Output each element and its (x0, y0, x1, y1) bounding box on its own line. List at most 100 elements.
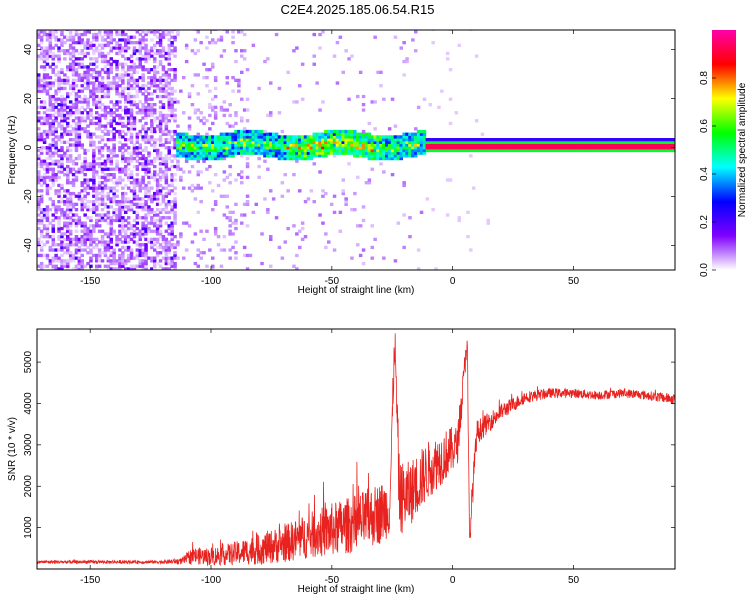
spectrogram-cell (48, 81, 53, 85)
spectrogram-cell (208, 135, 212, 139)
spectrogram-cell (576, 140, 580, 144)
spectrogram-cell (344, 140, 348, 144)
spectrogram-cell (530, 146, 534, 150)
spectrogram-cell (164, 210, 169, 214)
spectrogram-cell (561, 146, 566, 150)
spectrogram-cell (193, 151, 198, 155)
spectrogram-cell (170, 205, 174, 209)
spectrogram-cell (292, 138, 296, 142)
spectrogram-cell (63, 108, 67, 112)
spectrogram-cell (353, 135, 357, 139)
spectrogram-cell (506, 140, 511, 144)
spectrogram-cell (382, 138, 386, 142)
spectrogram-cell (124, 32, 128, 37)
spectrogram-cell (45, 146, 50, 150)
spectrogram-cell (295, 156, 299, 161)
spectrogram-cell (295, 267, 299, 270)
spectrogram-cell (39, 30, 44, 34)
spectrogram-cell (89, 138, 93, 142)
spectrogram-cell (89, 224, 93, 228)
spectrogram-cell (42, 132, 47, 136)
spectrogram-cell (208, 248, 212, 252)
spectrogram-cell (312, 200, 316, 204)
spectrogram-cell (68, 197, 73, 201)
spectrogram-cell (184, 248, 189, 252)
spectrogram-cell (590, 138, 595, 142)
spectrogram-cell (570, 148, 575, 153)
spectrogram-cell (158, 216, 163, 220)
spectrogram-cell (329, 140, 334, 144)
spectrogram-cell (124, 205, 128, 209)
spectrogram-cell (106, 132, 111, 136)
spectrogram-cell (213, 140, 218, 144)
spectrogram-cell (138, 205, 142, 209)
spectrogram-cell (158, 138, 163, 142)
spectrogram-cell (573, 146, 577, 150)
spectrogram-cell (66, 264, 70, 268)
spectrogram-cell (39, 135, 44, 139)
spectrogram-cell (68, 129, 73, 134)
spectrogram-cell (71, 267, 76, 270)
spectrogram-cell (396, 156, 401, 161)
spectrogram-cell (202, 148, 206, 153)
spectrogram-cell (208, 89, 212, 93)
spectrogram-cell (77, 51, 82, 56)
spectrogram-cell (89, 43, 93, 47)
spectrogram-cell (112, 78, 116, 82)
spectrogram-cell (63, 129, 67, 134)
spectrogram-cell (318, 148, 322, 153)
spectrogram-cell (37, 81, 41, 85)
spectrogram-cell (80, 111, 84, 115)
spectrogram-cell (63, 224, 67, 228)
spectrogram-cell (51, 62, 55, 66)
spectrogram-cell (97, 105, 102, 109)
spectrogram-cell (103, 159, 108, 163)
spectrogram-cell (60, 183, 64, 188)
spectrogram-cell (63, 264, 67, 268)
spectrogram-cell (68, 156, 73, 161)
spectrogram-cell (83, 51, 87, 56)
spectrogram-cell (170, 30, 174, 34)
spectrogram-cell (66, 189, 70, 193)
spectrogram-cell (132, 46, 137, 50)
spectrogram-cell (95, 264, 99, 268)
spectrogram-cell (277, 143, 282, 147)
spectrogram-cell (74, 92, 79, 96)
spectrogram-cell (237, 30, 241, 34)
spectrogram-cell (77, 65, 82, 69)
spectrogram-cell (672, 148, 675, 153)
spectrogram-cell (161, 175, 166, 179)
spectrogram-cell (106, 43, 111, 47)
spectrogram-cell (118, 240, 122, 244)
spectrogram-cell (164, 70, 169, 74)
spectrogram-cell (86, 251, 90, 255)
spectrogram-cell (176, 30, 180, 34)
spectrogram-cell (71, 159, 76, 163)
spectrogram-cell (60, 186, 64, 190)
spectrogram-cell (103, 194, 108, 198)
spectrogram-cell (469, 148, 473, 153)
spectrogram-cell (66, 124, 70, 128)
spectrogram-cell (63, 237, 67, 241)
spectrogram-cell (153, 89, 157, 93)
spectrogram-cell (39, 159, 44, 163)
spectrogram-cell (489, 140, 493, 144)
spectrogram-cell (144, 84, 148, 88)
spectrogram-cell (240, 154, 244, 158)
spectrogram-cell (97, 84, 102, 88)
spectrogram-cell (121, 46, 125, 50)
spectrogram-cell (184, 140, 189, 144)
spectrogram-cell (45, 76, 50, 80)
spectrogram-cell (408, 235, 412, 239)
spectrogram-cell (100, 148, 105, 153)
spectrogram-cell (39, 197, 44, 201)
spectrogram-cell (121, 143, 125, 147)
spectrogram-cell (338, 35, 343, 39)
spectrogram-cell (74, 146, 79, 150)
spectrogram-cell (124, 138, 128, 142)
spectrogram-cell (153, 237, 157, 241)
spectrogram-cell (187, 224, 192, 228)
spectrogram-cell (521, 148, 525, 153)
spectrogram-cell (77, 194, 82, 198)
spectrogram-cell (71, 103, 76, 107)
